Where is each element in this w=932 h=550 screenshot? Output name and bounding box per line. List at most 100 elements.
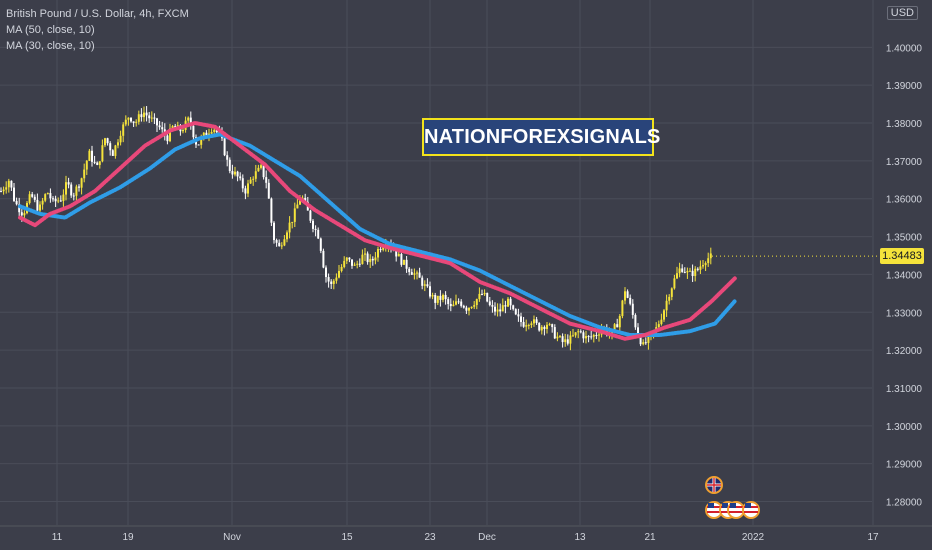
candle-body <box>634 314 637 328</box>
time-tick-label: Dec <box>478 532 496 543</box>
us-flag-icon[interactable] <box>742 501 760 519</box>
candle-body <box>98 161 101 165</box>
candle-body <box>361 254 364 265</box>
candle-body <box>668 296 671 301</box>
candle-body <box>522 321 525 327</box>
candle-body <box>681 268 684 272</box>
last-price-tag: 1.34483 <box>880 248 924 264</box>
candle-body <box>686 270 689 273</box>
candle-body <box>382 247 385 250</box>
candle-body <box>231 171 234 175</box>
candle-body <box>106 138 109 144</box>
candle-body <box>275 240 278 243</box>
time-axis[interactable]: 11 19 Nov 15 23 Dec 13 21 2022 17 <box>0 525 932 543</box>
candle-body <box>364 253 366 255</box>
chart-legend: British Pound / U.S. Dollar, 4h, FXCM MA… <box>6 6 189 54</box>
candle-body <box>689 270 691 272</box>
candle-body <box>496 309 499 312</box>
candle-body <box>304 197 307 202</box>
candle-body <box>213 129 216 133</box>
candle-body <box>353 264 356 266</box>
candle-body <box>403 259 405 265</box>
candle-body <box>18 204 21 213</box>
candle-body <box>595 334 598 336</box>
candle-body <box>150 117 153 119</box>
candle-body <box>44 194 47 201</box>
candle-body <box>572 335 574 337</box>
candle-body <box>343 260 346 267</box>
candle-body <box>322 250 325 268</box>
candle-body <box>226 155 229 160</box>
uk-flag-icon[interactable] <box>705 476 723 494</box>
currency-label[interactable]: USD <box>886 6 918 20</box>
candle-body <box>137 114 140 122</box>
candle-body <box>270 198 273 223</box>
time-tick-label: 13 <box>574 532 586 543</box>
candle-body <box>88 150 91 161</box>
candle-body <box>135 121 138 123</box>
price-tick-label: 1.40000 <box>886 43 923 54</box>
candle-body <box>533 319 535 324</box>
candle-body <box>91 150 93 162</box>
ma30-legend[interactable]: MA (30, close, 10) <box>6 40 95 52</box>
candle-body <box>683 271 686 273</box>
candle-body <box>210 132 213 134</box>
candle-body <box>517 314 520 317</box>
candle-body <box>501 305 504 312</box>
candle-body <box>65 182 67 195</box>
candle-body <box>93 161 96 163</box>
candle-body <box>15 200 18 205</box>
candle-body <box>410 272 413 275</box>
price-tick-label: 1.33000 <box>886 308 923 319</box>
candle-body <box>559 336 561 338</box>
candle-body <box>423 284 426 286</box>
candle-body <box>704 263 707 266</box>
candle-body <box>335 277 338 281</box>
candle-body <box>579 331 582 333</box>
candle-body <box>278 242 281 247</box>
ma50-line <box>18 132 737 337</box>
economic-events[interactable] <box>705 476 760 519</box>
time-tick-label: Nov <box>223 532 241 543</box>
candle-body <box>83 169 86 179</box>
price-tick-label: 1.36000 <box>886 195 923 206</box>
time-tick-label: 2022 <box>742 532 765 543</box>
candle-body <box>574 332 577 336</box>
symbol-title[interactable]: British Pound / U.S. Dollar, 4h, FXCM <box>6 8 189 20</box>
candle-body <box>670 288 673 297</box>
candle-body <box>452 304 455 307</box>
candle-body <box>621 300 624 317</box>
candle-body <box>543 326 546 329</box>
candle-body <box>132 121 135 123</box>
candle-body <box>418 272 421 278</box>
ma50-legend[interactable]: MA (50, close, 10) <box>6 24 95 36</box>
candle-body <box>54 198 57 202</box>
price-tick-label: 1.38000 <box>886 119 923 130</box>
candle-body <box>626 291 629 298</box>
price-axis[interactable]: 1.40000 1.39000 1.38000 1.37000 1.36000 1.350… <box>886 43 923 508</box>
candle-body <box>293 208 296 222</box>
candle-body <box>244 188 247 194</box>
candle-body <box>174 126 177 128</box>
candle-body <box>57 200 60 202</box>
moving-averages <box>18 121 737 341</box>
candle-body <box>169 128 171 142</box>
candle-body <box>283 239 286 246</box>
candle-body <box>478 293 481 300</box>
candle-body <box>582 332 585 339</box>
candle-body <box>351 259 353 266</box>
candle-body <box>327 277 330 282</box>
candle-body <box>20 212 23 216</box>
candle-body <box>429 286 431 297</box>
candle-body <box>182 129 184 132</box>
candle-body <box>637 327 639 336</box>
candle-body <box>59 200 62 202</box>
time-tick-label: 23 <box>424 532 436 543</box>
us-flag-icon[interactable] <box>727 501 745 519</box>
candle-body <box>449 303 452 307</box>
candle-body <box>436 295 439 303</box>
time-tick-label: 11 <box>52 532 63 543</box>
candle-body <box>247 183 249 194</box>
candle-body <box>647 335 650 343</box>
